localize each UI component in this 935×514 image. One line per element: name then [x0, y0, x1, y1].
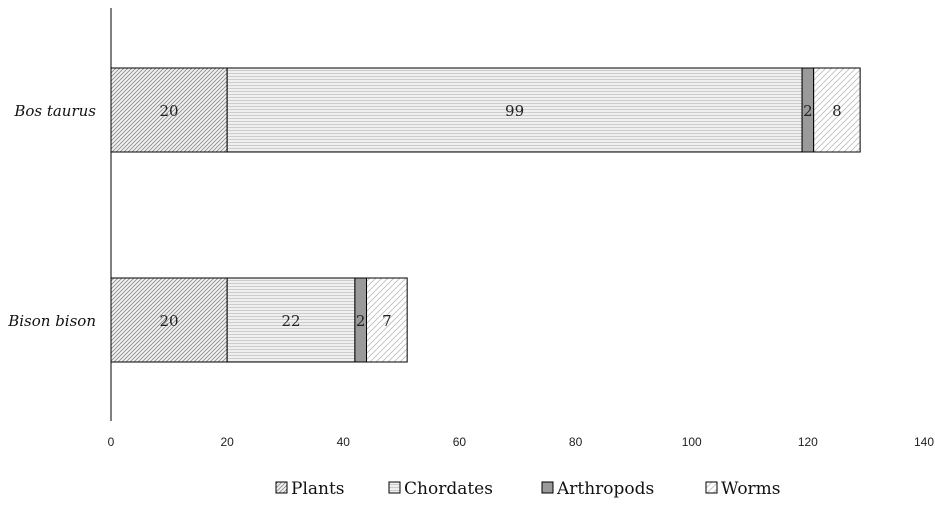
bar-segment — [110, 67, 228, 153]
bar-segment — [366, 277, 408, 363]
data-label: 22 — [281, 312, 300, 330]
data-label: 20 — [160, 312, 179, 330]
legend: Plants Chordates Arthropods Worms — [275, 479, 781, 499]
x-tick-label: 0 — [108, 435, 115, 449]
bar-segment — [813, 67, 861, 153]
data-label: 99 — [505, 102, 524, 120]
category-label: Bison bison — [7, 312, 96, 330]
x-tick-label: 20 — [220, 435, 234, 449]
x-tick-label: 100 — [682, 435, 702, 449]
legend-label: Arthropods — [556, 479, 654, 499]
data-label: 8 — [832, 102, 842, 120]
data-label: 2 — [803, 102, 813, 120]
legend-label: Worms — [721, 479, 781, 499]
x-tick-label: 120 — [798, 435, 818, 449]
legend-label: Plants — [291, 479, 345, 499]
legend-swatch — [541, 481, 554, 494]
legend-swatch — [388, 481, 401, 494]
bar-segment — [226, 67, 803, 153]
data-label: 7 — [382, 312, 392, 330]
legend-swatch — [275, 481, 288, 494]
legend-swatch — [705, 481, 718, 494]
x-tick-label: 40 — [337, 435, 351, 449]
legend-label: Chordates — [404, 479, 493, 499]
data-label: 20 — [160, 102, 179, 120]
x-tick-label: 140 — [914, 435, 934, 449]
category-label: Bos taurus — [13, 102, 96, 120]
axes: 0 20 40 60 80 100 120 140 Bos taurus Bison bison — [7, 8, 934, 449]
x-tick-label: 80 — [569, 435, 583, 449]
data-label: 2 — [356, 312, 366, 330]
bar-segment — [110, 277, 228, 363]
x-tick-label: 60 — [453, 435, 467, 449]
bars: 20 99 2 820 22 2 7 — [110, 67, 861, 363]
